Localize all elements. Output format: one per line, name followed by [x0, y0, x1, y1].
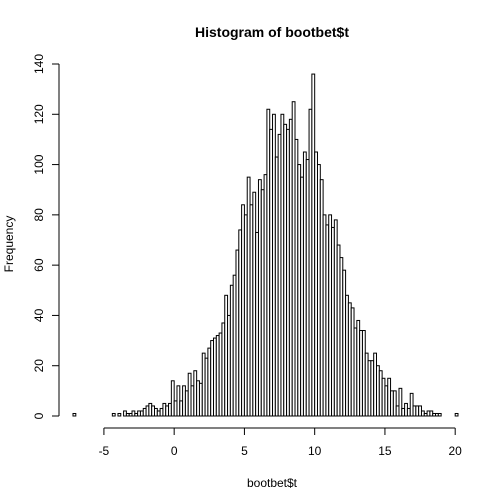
y-axis-label: Frequency [2, 216, 16, 273]
y-tick-label: 40 [32, 308, 46, 322]
y-tick-label: 120 [32, 104, 46, 124]
x-axis: -5 0 5 10 15 20 [99, 427, 463, 458]
y-tick-label: 0 [32, 412, 46, 419]
bars-group [72, 73, 459, 417]
histogram-bar [437, 412, 442, 417]
histogram-bar [454, 412, 459, 417]
x-tick-label: 20 [449, 444, 463, 458]
histogram-bar [392, 390, 397, 417]
chart-title: Histogram of bootbet$t [195, 24, 349, 40]
histogram-bar [398, 387, 403, 417]
x-tick-label: 10 [308, 444, 322, 458]
y-tick-label: 20 [32, 359, 46, 373]
histogram-bar [409, 392, 414, 417]
y-tick-label: 140 [32, 54, 46, 74]
y-tick-label: 80 [32, 208, 46, 222]
histogram-bar [117, 412, 122, 417]
y-tick-label: 60 [32, 258, 46, 272]
histogram-bar [111, 412, 116, 417]
y-tick-label: 100 [32, 154, 46, 174]
x-tick-label: 0 [171, 444, 178, 458]
histogram-bar [170, 380, 175, 417]
histogram-bar [72, 412, 77, 417]
x-tick-label: 5 [241, 444, 248, 458]
x-tick-label: -5 [99, 444, 110, 458]
x-tick-label: 15 [378, 444, 392, 458]
y-axis: 0 20 40 60 80 100 120 140 [32, 54, 60, 419]
x-axis-label: bootbet$t [247, 476, 298, 490]
